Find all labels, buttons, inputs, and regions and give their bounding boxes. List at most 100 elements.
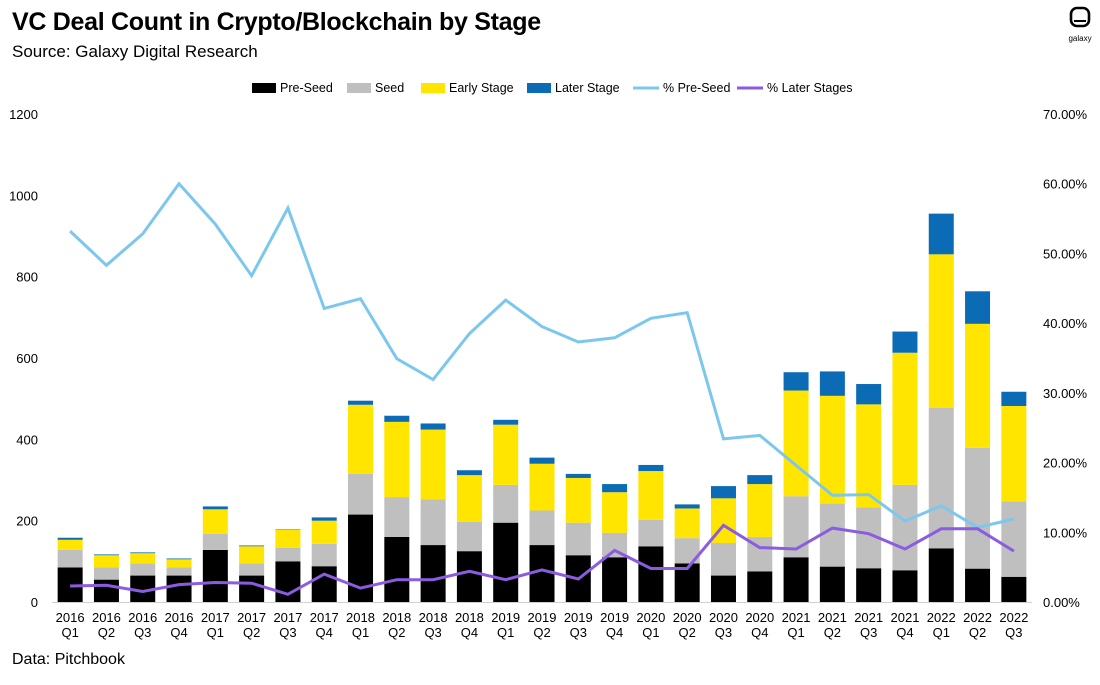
x-axis-year-label: 2022 <box>999 610 1028 625</box>
bar-later <box>965 291 991 324</box>
bar-pre-seed <box>928 548 954 602</box>
x-axis-quarter-label: Q1 <box>207 625 224 640</box>
legend: Pre-Seed Seed Early Stage Later Stage % Pre-… <box>252 81 852 95</box>
x-axis-quarter-label: Q2 <box>824 625 841 640</box>
bar-early <box>965 323 991 448</box>
right-axis-tick-label: 10.00% <box>1043 525 1088 540</box>
lines <box>69 181 1015 596</box>
x-axis-quarter-label: Q1 <box>787 625 804 640</box>
bar-later <box>311 517 337 521</box>
x-axis-year-label: 2016 <box>128 610 157 625</box>
bar-pre-seed <box>275 561 301 602</box>
bar-later <box>783 372 809 391</box>
x-axis-year-label: 2018 <box>419 610 448 625</box>
x-axis-quarter-label: Q2 <box>243 625 260 640</box>
bar-later <box>1001 391 1027 406</box>
bar-early <box>130 553 156 564</box>
bar-pre-seed <box>384 536 410 602</box>
bar-seed <box>311 543 337 567</box>
legend-label: Early Stage <box>449 81 514 95</box>
x-axis-year-label: 2016 <box>165 610 194 625</box>
x-axis-year-label: 2016 <box>92 610 121 625</box>
bar-later <box>638 464 664 472</box>
x-axis-year-label: 2017 <box>273 610 302 625</box>
bar-early <box>93 555 119 568</box>
left-axis: 0 200 400 600 800 1000 1200 <box>9 107 38 610</box>
x-axis-quarter-label: Q1 <box>933 625 950 640</box>
left-axis-tick-label: 600 <box>16 351 38 366</box>
legend-label: Later Stage <box>555 81 620 95</box>
bar-early <box>166 559 192 568</box>
x-axis-year-label: 2018 <box>346 610 375 625</box>
bar-early <box>1001 405 1027 502</box>
bar-seed <box>819 503 845 567</box>
legend-swatch <box>421 83 445 93</box>
bar-early <box>674 508 700 539</box>
bar-seed <box>239 563 265 576</box>
bar-seed <box>93 567 119 580</box>
x-axis-quarter-label: Q3 <box>424 625 441 640</box>
bar-seed <box>57 549 83 568</box>
bar-seed <box>710 543 736 576</box>
bar-early <box>57 539 83 550</box>
right-axis-tick-label: 30.00% <box>1043 386 1088 401</box>
bar-later <box>856 384 882 405</box>
bar-pre-seed <box>456 551 482 602</box>
right-axis-tick-label: 20.00% <box>1043 456 1088 471</box>
bar-pre-seed <box>783 557 809 602</box>
legend-swatch <box>347 83 371 93</box>
bar-later <box>747 475 773 485</box>
bar-early <box>529 463 555 511</box>
bar-early <box>928 254 954 409</box>
x-axis-year-label: 2019 <box>528 610 557 625</box>
x-axis-quarter-label: Q3 <box>715 625 732 640</box>
bar-pre-seed <box>892 570 918 602</box>
galaxy-logo: galaxy <box>1064 6 1096 43</box>
legend-swatch <box>252 83 276 93</box>
x-axis-year-label: 2021 <box>891 610 920 625</box>
right-axis: 0.00% 10.00% 20.00% 30.00% 40.00% 50.00% 60.00… <box>1043 107 1088 610</box>
bar-later <box>710 486 736 499</box>
line-pct-pre-seed <box>69 181 1015 529</box>
x-axis-quarter-label: Q3 <box>279 625 296 640</box>
left-axis-tick-label: 1000 <box>9 188 38 203</box>
right-axis-tick-label: 0.00% <box>1043 595 1080 610</box>
bar-seed <box>456 521 482 552</box>
x-axis-quarter-label: Q4 <box>170 625 187 640</box>
x-axis-year-label: 2018 <box>382 610 411 625</box>
bar-seed <box>420 499 446 546</box>
bar-later <box>93 554 119 556</box>
bar-later <box>456 470 482 476</box>
x-axis-quarter-label: Q1 <box>497 625 514 640</box>
bar-pre-seed <box>819 566 845 602</box>
bar-pre-seed <box>166 575 192 602</box>
right-axis-tick-label: 60.00% <box>1043 177 1088 192</box>
x-axis-quarter-label: Q1 <box>642 625 659 640</box>
bar-early <box>638 471 664 520</box>
line-pct-later <box>70 523 1015 596</box>
galaxy-logo-icon <box>1069 6 1091 28</box>
bars <box>52 213 1032 603</box>
x-axis-quarter-label: Q4 <box>751 625 768 640</box>
bar-pre-seed <box>93 579 119 602</box>
bar-pre-seed <box>239 575 265 602</box>
bar-pre-seed <box>638 546 664 602</box>
bar-seed <box>529 510 555 546</box>
bar-later <box>202 506 228 510</box>
bar-seed <box>348 473 374 515</box>
left-axis-tick-label: 1200 <box>9 107 38 122</box>
bar-later <box>166 558 192 560</box>
x-axis-year-label: 2022 <box>927 610 956 625</box>
bar-early <box>420 429 446 500</box>
x-axis-quarter-label: Q1 <box>61 625 78 640</box>
bar-early <box>783 390 809 497</box>
x-axis-quarter-label: Q4 <box>606 625 623 640</box>
bar-early <box>456 475 482 522</box>
right-axis-tick-label: 70.00% <box>1043 107 1088 122</box>
bar-seed <box>1001 501 1027 577</box>
bar-seed <box>166 567 192 576</box>
x-axis-quarter-label: Q2 <box>969 625 986 640</box>
bar-pre-seed <box>856 568 882 602</box>
x-axis-year-label: 2021 <box>782 610 811 625</box>
